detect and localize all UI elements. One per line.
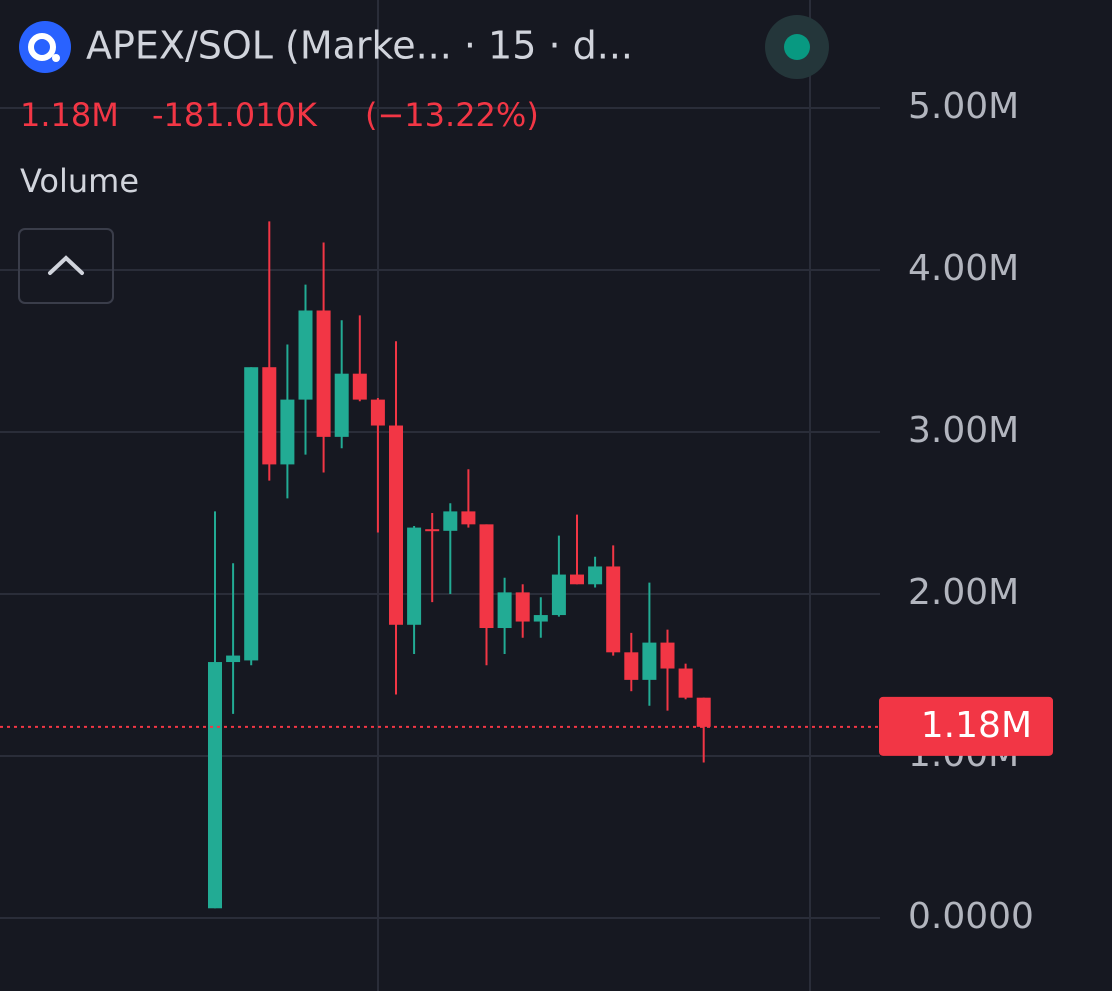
last-value: 1.18M xyxy=(20,96,119,134)
change-value: -181.010K xyxy=(152,96,318,134)
candle-body xyxy=(570,574,584,585)
candle-body xyxy=(425,529,440,532)
candle-body xyxy=(515,592,530,622)
candle-body xyxy=(262,367,277,465)
y-tick-label: 4.00M xyxy=(908,248,1019,289)
chevron-up xyxy=(48,255,84,275)
collapse-button[interactable] xyxy=(18,228,114,304)
candle-body xyxy=(407,527,422,625)
candle-body xyxy=(696,697,711,727)
candle-body xyxy=(461,511,476,525)
candle-body xyxy=(226,655,241,663)
status-dot xyxy=(784,34,810,60)
candle-body xyxy=(551,574,566,616)
last-price-box xyxy=(879,696,1053,756)
candle-body xyxy=(298,310,313,400)
y-tick-label: 0.0000 xyxy=(908,896,1034,937)
y-tick-label: 2.00M xyxy=(908,572,1019,613)
indicator-label: Volume xyxy=(20,162,139,200)
candle-body xyxy=(533,615,548,622)
candle-body xyxy=(479,524,494,629)
change-percent: (−13.22%) xyxy=(365,96,539,134)
candle-body xyxy=(497,592,512,629)
candle-body xyxy=(678,668,693,698)
y-tick-label: 5.00M xyxy=(908,86,1019,127)
candles xyxy=(208,221,711,909)
symbol-icon-glyph xyxy=(28,33,56,61)
candle-body xyxy=(370,399,385,426)
candle-body xyxy=(606,566,621,653)
candle-body xyxy=(588,566,603,585)
candle-body xyxy=(244,367,259,661)
candle-body xyxy=(389,425,403,625)
candle-body xyxy=(280,399,295,465)
header: APEX/SOL (Marke... · 15 · d... 1.18M -18… xyxy=(18,15,829,304)
symbol-title: APEX/SOL (Marke... · 15 · d... xyxy=(86,24,633,68)
candle-body xyxy=(316,310,331,437)
symbol-icon xyxy=(19,21,71,73)
candle-body xyxy=(352,373,367,400)
candle-body xyxy=(624,652,639,680)
candle-body xyxy=(642,642,657,680)
last-price-label: 1.18M xyxy=(921,705,1032,746)
symbol-icon-dot xyxy=(52,54,60,62)
candle-body xyxy=(334,373,349,437)
candle-body xyxy=(208,662,222,909)
y-tick-label: 3.00M xyxy=(908,410,1019,451)
candle-body xyxy=(443,511,458,531)
grid xyxy=(0,107,880,920)
candle-body xyxy=(660,642,675,669)
